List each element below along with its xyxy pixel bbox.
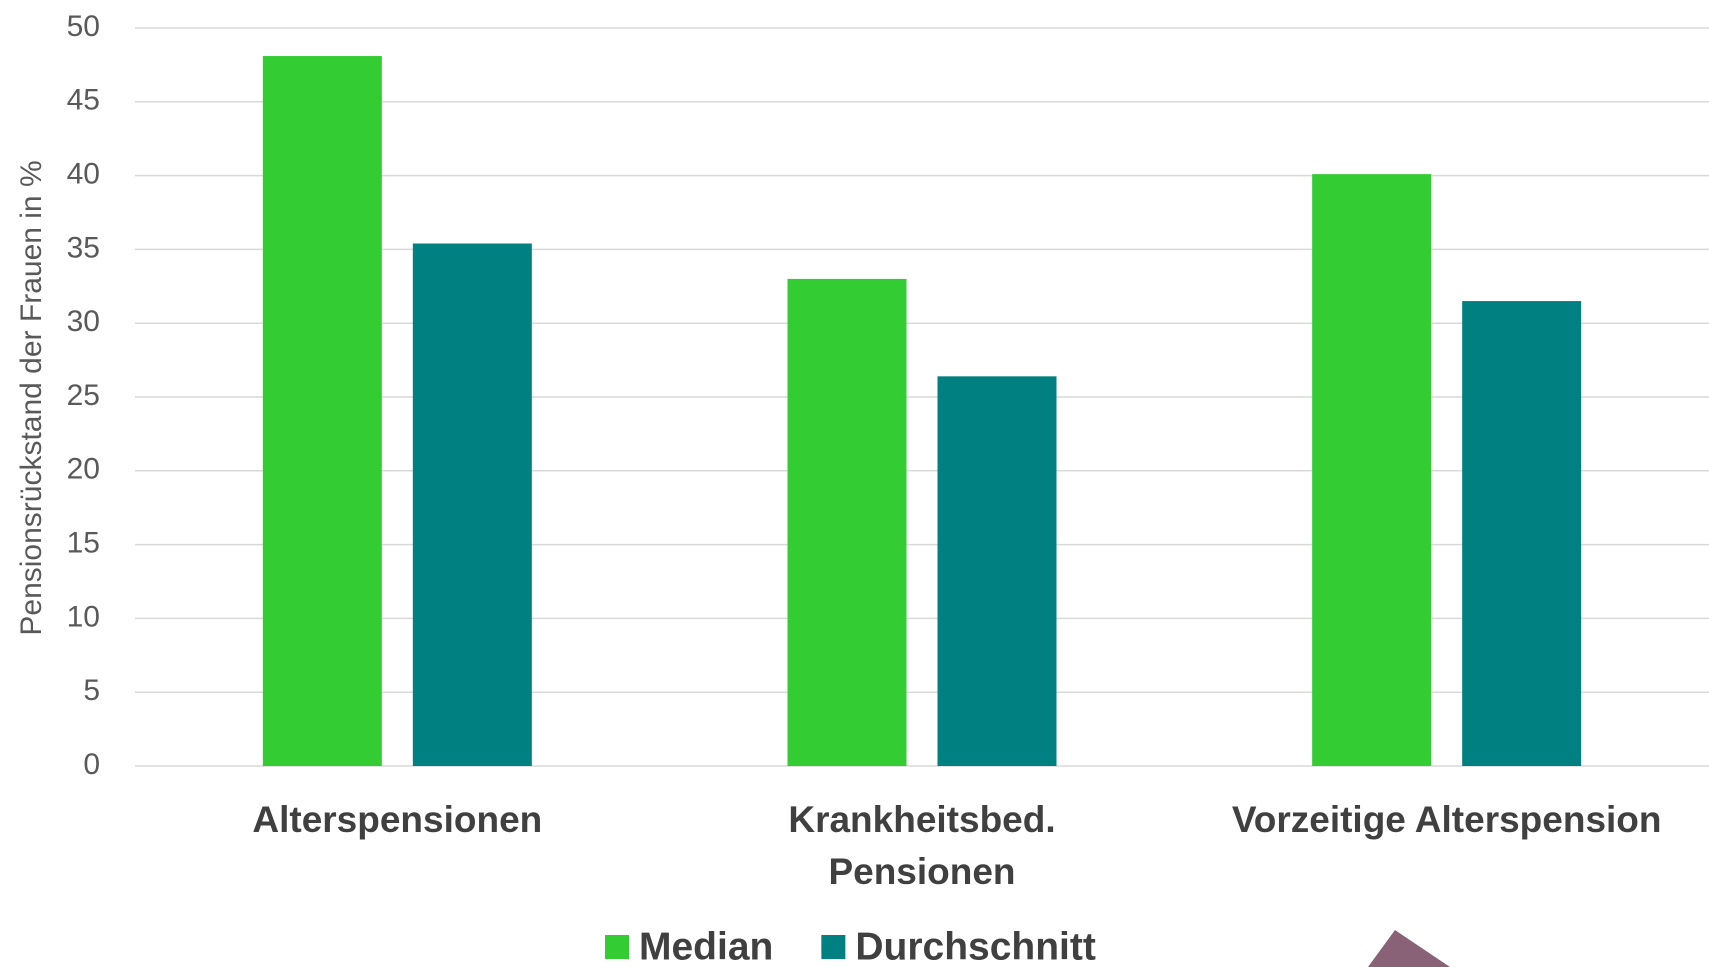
- x-tick-label: Krankheitsbed. Pensionen: [788, 799, 1055, 892]
- y-tick-label: 5: [83, 674, 100, 707]
- bar: [937, 376, 1057, 766]
- bar: [262, 56, 382, 766]
- legend-swatch: [605, 935, 629, 959]
- x-tick-label: Alterspensionen: [252, 799, 542, 840]
- legend-label: Durchschnitt: [855, 925, 1096, 967]
- legend-swatch: [821, 935, 846, 959]
- bar: [412, 243, 532, 767]
- y-tick-label: 50: [67, 10, 100, 43]
- y-tick-label: 30: [67, 305, 100, 338]
- y-tick-label: 35: [67, 231, 100, 264]
- y-tick-label: 20: [67, 453, 100, 486]
- decoration: [1368, 930, 1450, 967]
- y-tick-label: 15: [67, 527, 100, 560]
- y-tick-label: 10: [67, 600, 100, 633]
- x-tick-label: Vorzeitige Alterspension: [1232, 799, 1662, 840]
- bar: [1462, 301, 1582, 766]
- legend-label: Median: [639, 925, 773, 967]
- y-tick-label: 25: [67, 379, 100, 412]
- bar: [1312, 174, 1432, 766]
- y-tick-label: 0: [83, 748, 100, 781]
- bar: [787, 278, 907, 766]
- y-tick-label: 45: [67, 84, 100, 117]
- y-axis-label: Pensionsrückstand der Frauen in %: [15, 160, 48, 635]
- y-tick-label: 40: [67, 158, 100, 191]
